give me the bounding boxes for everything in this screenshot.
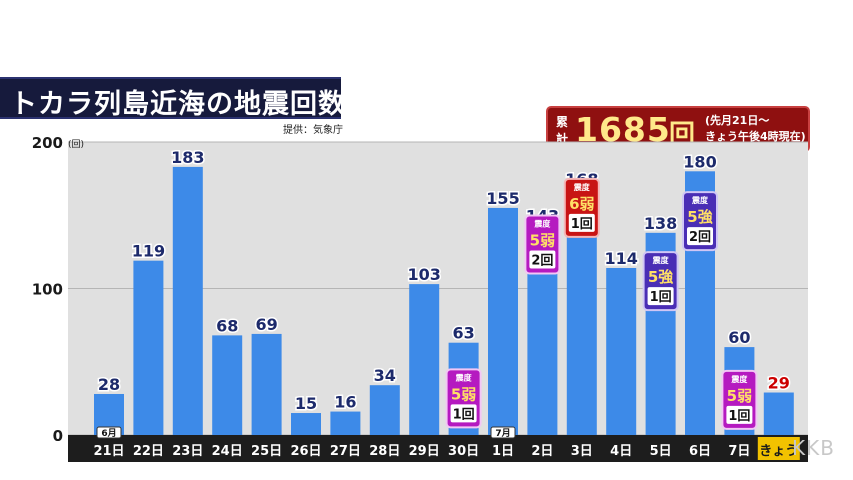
data-label: 138 — [644, 214, 677, 233]
intensity-badge-count-box — [450, 404, 477, 423]
x-tick-label: 21日 — [93, 444, 124, 459]
bar — [409, 284, 440, 435]
today-highlight — [757, 437, 800, 460]
x-tick-label: 3日 — [571, 444, 593, 459]
x-tick-label: 4日 — [610, 444, 632, 459]
data-label: 16 — [334, 393, 356, 412]
data-label: 180 — [683, 152, 716, 171]
x-tick-label: 7日 — [728, 444, 750, 459]
bar — [251, 333, 282, 435]
intensity-badge-count-box — [726, 405, 753, 424]
x-tick-label: 1日 — [492, 444, 514, 459]
data-label: 103 — [407, 265, 440, 284]
x-tick-label: 27日 — [330, 444, 361, 459]
data-label: 63 — [452, 324, 474, 343]
bar — [330, 411, 361, 435]
x-tick-label: 22日 — [133, 444, 164, 459]
intensity-badge-count: 2回 — [531, 254, 553, 269]
data-label: 29 — [768, 374, 790, 393]
total-note-line1: (先月21日～ — [705, 114, 770, 127]
x-axis-band — [68, 435, 808, 462]
x-tick-label: きょう — [759, 444, 798, 459]
data-label: 60 — [728, 328, 750, 347]
bar — [606, 267, 637, 435]
intensity-badge-level: 5弱 — [451, 385, 476, 403]
intensity-badge-count: 1回 — [453, 407, 475, 422]
data-label: 155 — [486, 189, 519, 208]
x-tick-label: 30日 — [448, 444, 479, 459]
y-axis-unit: (回) — [68, 139, 84, 150]
total-note-line2: きょう午後4時現在) — [705, 130, 806, 143]
data-label: 119 — [132, 242, 165, 261]
intensity-badge-count-box — [647, 287, 674, 306]
month-marker-label: 6月 — [101, 428, 116, 439]
intensity-badge-level: 5強 — [648, 268, 673, 286]
data-source: 提供：気象庁 — [283, 125, 343, 136]
intensity-badge-count-box — [529, 250, 556, 269]
bar — [763, 392, 794, 435]
bar — [212, 335, 243, 435]
intensity-badge-label: 震度 — [691, 195, 709, 205]
data-label: 34 — [374, 366, 396, 385]
x-tick-label: 28日 — [369, 444, 400, 459]
intensity-badge-count-box — [687, 227, 713, 246]
x-tick-label: 24日 — [212, 444, 243, 459]
month-marker — [96, 426, 122, 439]
x-tick-label: 23日 — [172, 444, 203, 459]
y-tick-label: 100 — [32, 281, 63, 299]
y-tick-label: 0 — [53, 427, 63, 445]
intensity-badge-count: 1回 — [571, 217, 593, 232]
intensity-badge-label: 震度 — [573, 182, 591, 192]
data-label: 68 — [216, 316, 238, 335]
intensity-badge-label: 震度 — [730, 374, 748, 384]
data-label: 15 — [295, 394, 317, 413]
bar — [291, 413, 321, 435]
month-marker — [490, 426, 516, 439]
x-tick-label: 6日 — [689, 444, 711, 459]
data-label: 114 — [604, 249, 637, 268]
y-tick-label: 200 — [32, 134, 63, 152]
broadcaster-watermark: KKB — [792, 436, 835, 460]
x-tick-label: 5日 — [650, 444, 672, 459]
x-tick-label: 25日 — [251, 444, 282, 459]
intensity-badge-label: 震度 — [533, 219, 551, 229]
x-tick-label: 26日 — [290, 444, 321, 459]
bar — [172, 166, 203, 435]
intensity-badge-count: 2回 — [689, 230, 711, 245]
x-tick-label: 29日 — [409, 444, 440, 459]
total-label-top: 累 — [556, 115, 569, 129]
data-label: 183 — [171, 148, 204, 167]
chart-title: トカラ列島近海の地震回数 — [10, 89, 346, 120]
intensity-badge-level: 5強 — [687, 208, 712, 226]
intensity-badge-level: 6弱 — [569, 195, 594, 213]
bar — [488, 207, 518, 435]
data-label: 28 — [98, 375, 120, 394]
month-marker-label: 7月 — [495, 428, 510, 439]
intensity-badge-count: 1回 — [650, 290, 672, 305]
x-tick-label: 2日 — [531, 444, 553, 459]
bar — [369, 385, 400, 435]
intensity-badge-level: 5弱 — [530, 232, 555, 250]
intensity-badge-label: 震度 — [455, 372, 473, 382]
intensity-badge-label: 震度 — [652, 255, 670, 265]
intensity-badge-level: 5弱 — [727, 387, 752, 405]
title-banner: トカラ列島近海の地震回数 — [0, 77, 345, 120]
data-label: 69 — [255, 315, 277, 334]
intensity-badge-count: 1回 — [728, 409, 750, 424]
intensity-badge-count-box — [568, 213, 595, 232]
bar — [133, 260, 164, 435]
